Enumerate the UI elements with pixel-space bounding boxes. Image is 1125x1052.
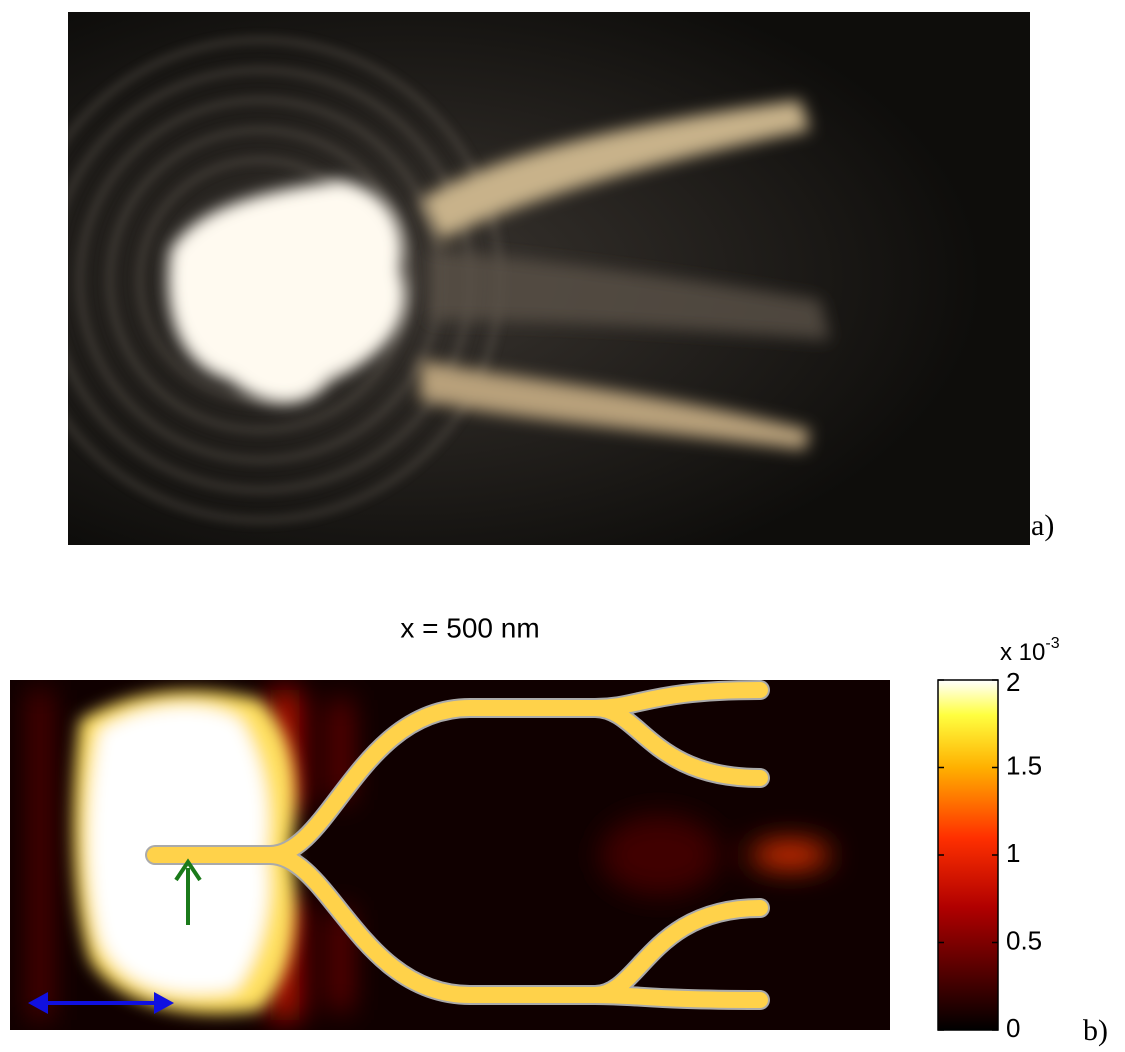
- tick-label: 1.5: [1006, 750, 1042, 780]
- waveguide: [145, 680, 770, 1010]
- field-map: [10, 680, 890, 1030]
- tick-label: 0.5: [1006, 925, 1042, 955]
- tick-label: 0: [1006, 1013, 1020, 1043]
- colorbar-multiplier: x 10-3: [1000, 635, 1060, 666]
- multiplier: x 10: [1000, 639, 1045, 666]
- tick-label: 1: [1006, 838, 1020, 868]
- panel-title: x = 500 nm: [400, 612, 539, 643]
- tick-label: 2: [1006, 667, 1020, 697]
- colorbar: x 10-3: [937, 635, 1060, 1031]
- panel-label: a): [1031, 509, 1054, 542]
- arrow-head: [174, 858, 202, 882]
- colorbar-scale: [937, 679, 999, 1031]
- photo: [68, 12, 1030, 545]
- panel-label: b): [1083, 1014, 1108, 1047]
- exponent: -3: [1045, 635, 1059, 652]
